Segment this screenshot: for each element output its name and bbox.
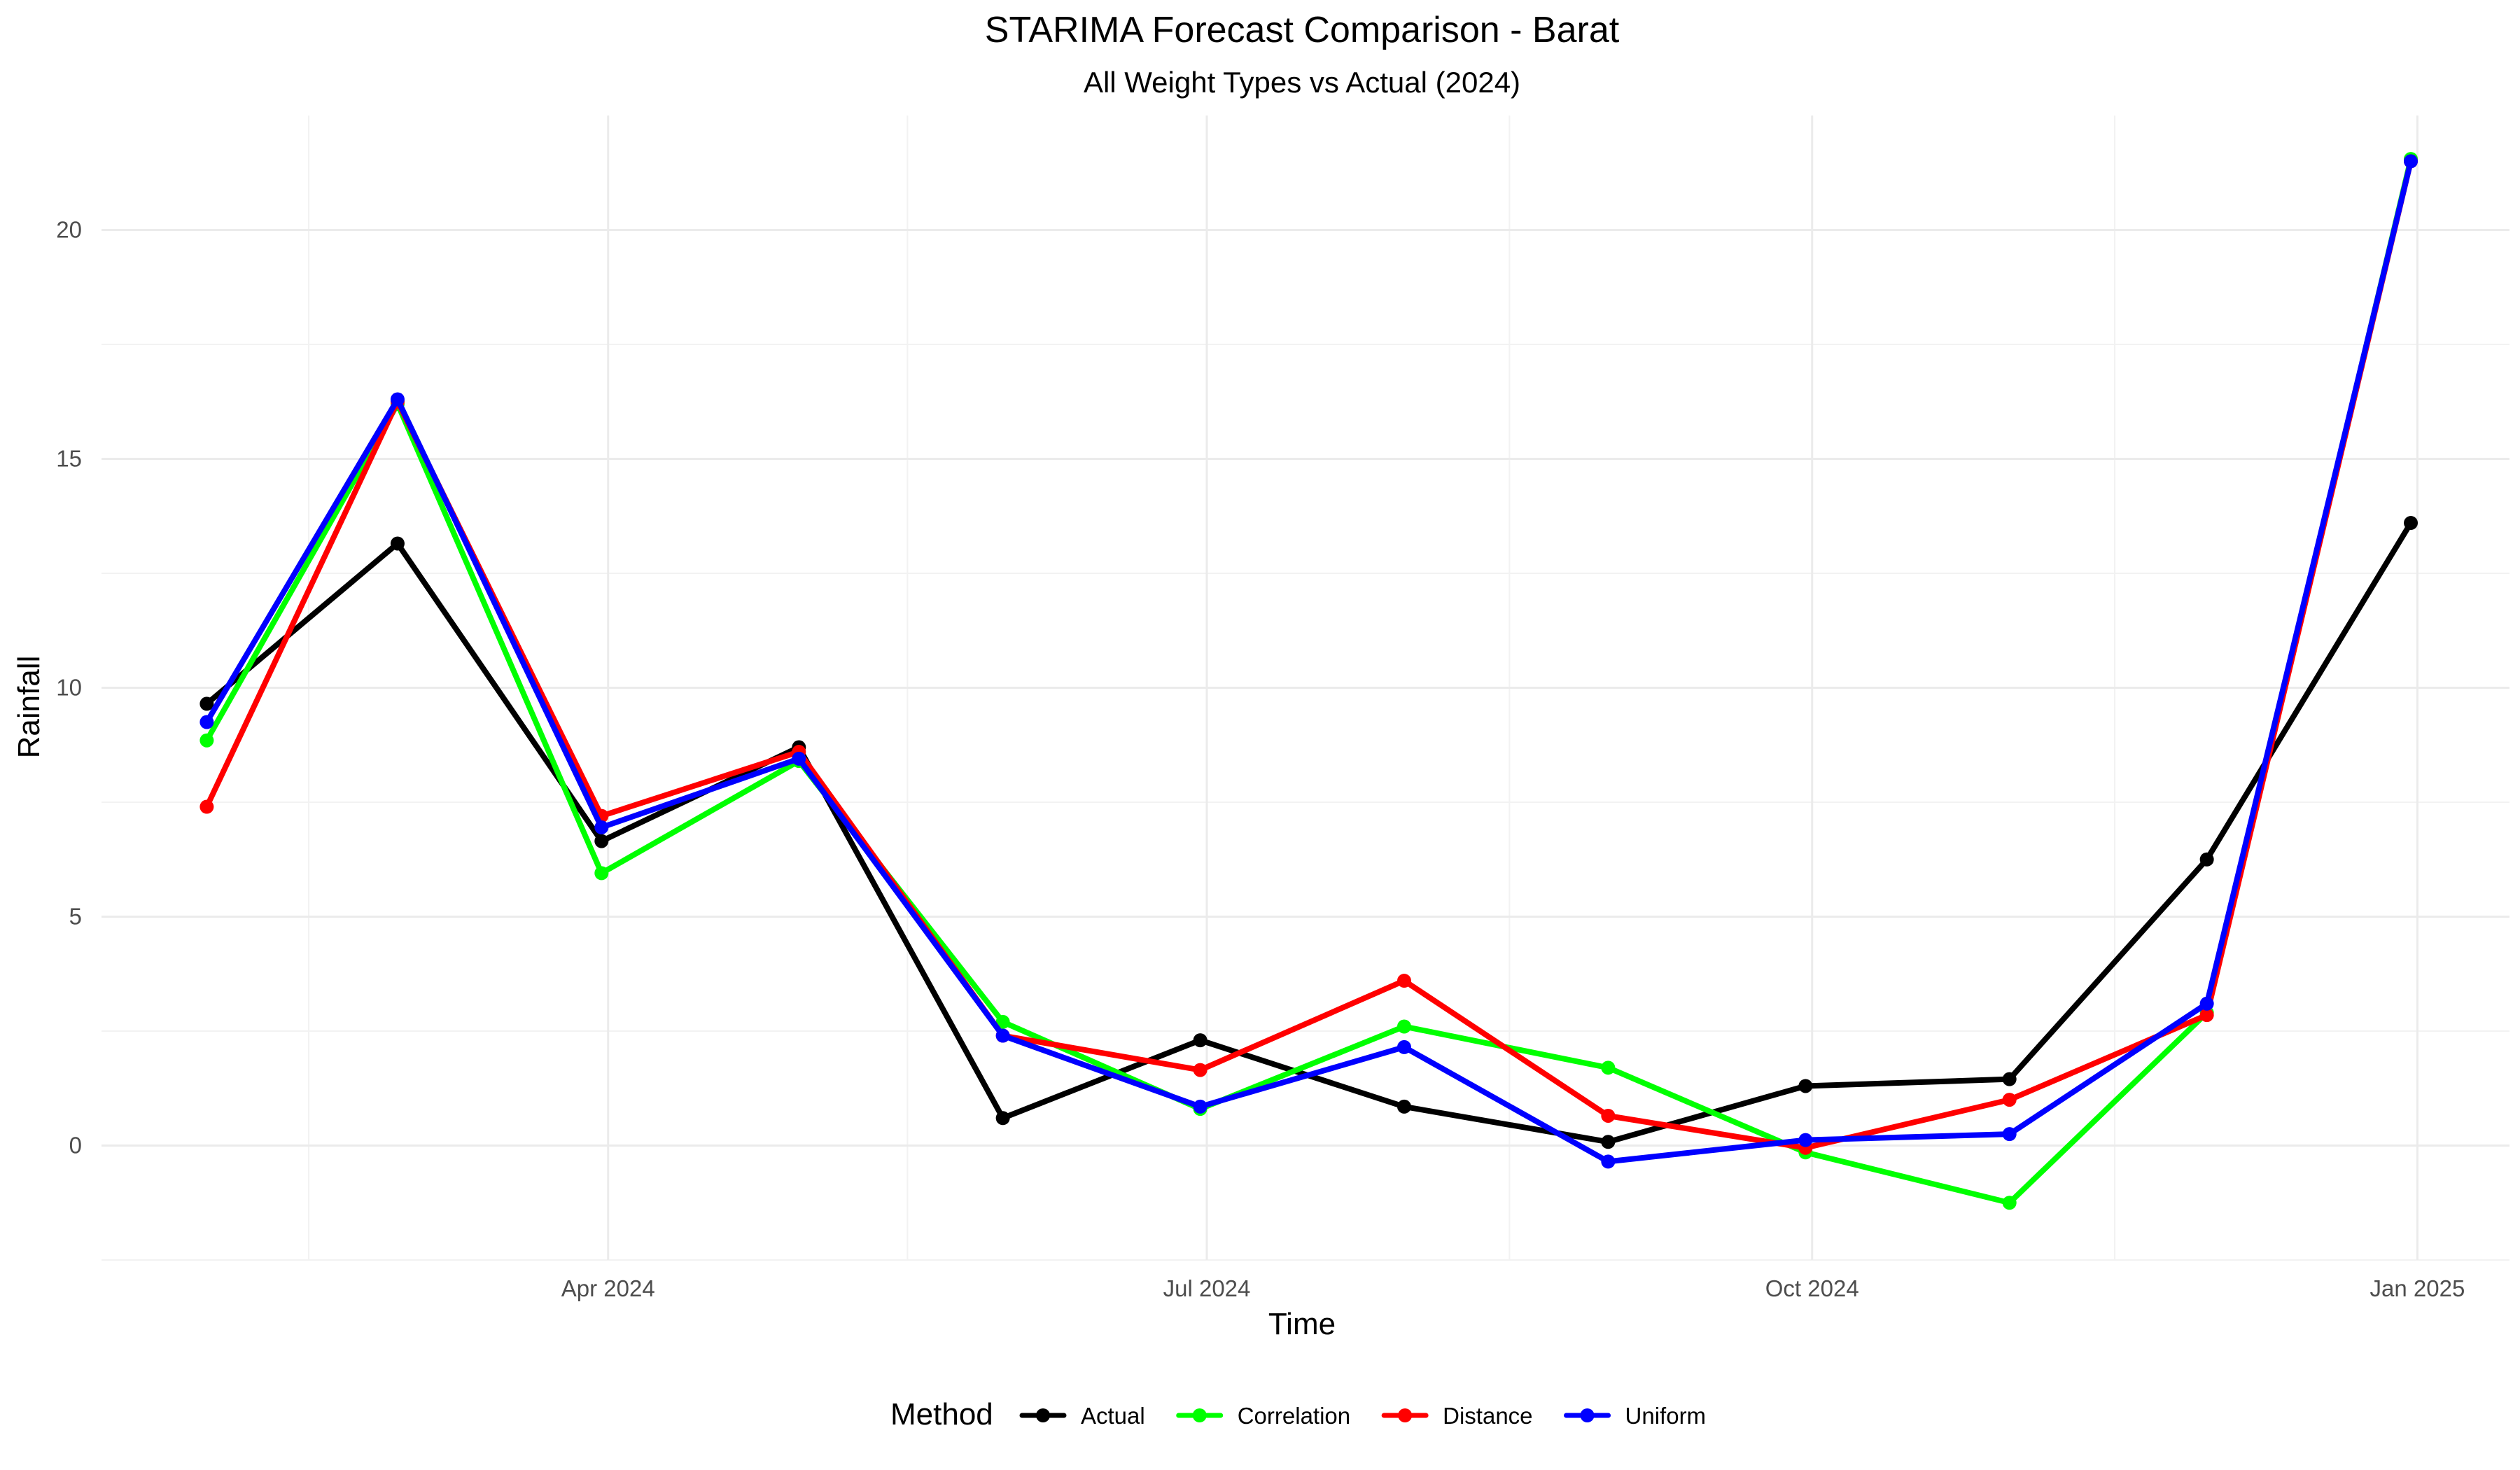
data-point-distance bbox=[200, 799, 214, 814]
data-point-uniform bbox=[792, 751, 806, 766]
series-line-correlation bbox=[204, 156, 2414, 1206]
legend-title: Method bbox=[890, 1397, 993, 1432]
data-point-actual bbox=[1396, 1099, 1411, 1114]
legend-item-actual: Actual bbox=[1019, 1403, 1145, 1429]
y-tick-label: 20 bbox=[56, 217, 82, 243]
y-tick-label: 0 bbox=[69, 1133, 82, 1158]
y-tick-label: 5 bbox=[69, 904, 82, 930]
x-axis-title: Time bbox=[1268, 1307, 1336, 1341]
y-axis-ticks: 0 5 10 15 20 bbox=[56, 217, 82, 1158]
data-point-actual bbox=[390, 536, 405, 551]
legend-item-distance: Distance bbox=[1381, 1403, 1533, 1429]
data-point-actual bbox=[1601, 1135, 1616, 1149]
data-point-uniform bbox=[2002, 1127, 2017, 1142]
data-point-actual bbox=[2199, 852, 2214, 867]
data-point-correlation bbox=[995, 1014, 1010, 1029]
x-axis-ticks: Apr 2024 Jul 2024 Oct 2024 Jan 2025 bbox=[561, 1275, 2465, 1301]
legend: Method Actual Correlation Distance Uniform bbox=[890, 1397, 1706, 1432]
legend-label: Distance bbox=[1443, 1403, 1532, 1429]
legend-key-point bbox=[1398, 1408, 1413, 1422]
y-tick-label: 10 bbox=[56, 675, 82, 701]
series-uniform bbox=[200, 154, 2418, 1169]
data-point-actual bbox=[995, 1111, 1010, 1126]
data-point-uniform bbox=[594, 820, 609, 834]
data-point-distance bbox=[1193, 1063, 1208, 1077]
legend-item-correlation: Correlation bbox=[1176, 1403, 1350, 1429]
legend-key-point bbox=[1192, 1408, 1207, 1422]
grid bbox=[102, 115, 2510, 1261]
data-point-uniform bbox=[390, 392, 405, 407]
data-point-correlation bbox=[1601, 1060, 1616, 1075]
data-point-uniform bbox=[1601, 1154, 1616, 1169]
data-point-actual bbox=[2404, 516, 2418, 531]
y-axis-title: Rainfall bbox=[12, 656, 46, 759]
data-point-uniform bbox=[2404, 154, 2418, 169]
data-point-distance bbox=[1396, 974, 1411, 988]
x-tick-label: Oct 2024 bbox=[1765, 1275, 1859, 1301]
data-point-distance bbox=[2002, 1093, 2017, 1107]
data-point-actual bbox=[2002, 1072, 2017, 1086]
series-lines bbox=[200, 152, 2418, 1210]
series-actual bbox=[200, 516, 2418, 1149]
data-point-actual bbox=[200, 696, 214, 711]
data-point-actual bbox=[1193, 1033, 1208, 1048]
x-tick-label: Jan 2025 bbox=[2370, 1275, 2465, 1301]
data-point-uniform bbox=[1798, 1133, 1813, 1147]
legend-label: Uniform bbox=[1625, 1403, 1707, 1429]
x-tick-label: Apr 2024 bbox=[561, 1275, 655, 1301]
chart-subtitle: All Weight Types vs Actual (2024) bbox=[1084, 66, 1520, 99]
data-point-actual bbox=[1798, 1079, 1813, 1093]
legend-key-point bbox=[1580, 1408, 1595, 1422]
data-point-correlation bbox=[594, 866, 609, 881]
data-point-correlation bbox=[1396, 1019, 1411, 1034]
legend-key-point bbox=[1036, 1408, 1050, 1422]
data-point-uniform bbox=[1396, 1040, 1411, 1054]
data-point-uniform bbox=[1193, 1099, 1208, 1114]
chart-title: STARIMA Forecast Comparison - Barat bbox=[985, 10, 1620, 50]
legend-label: Correlation bbox=[1238, 1403, 1350, 1429]
data-point-uniform bbox=[200, 715, 214, 729]
data-point-uniform bbox=[995, 1028, 1010, 1043]
data-point-distance bbox=[2199, 1008, 2214, 1023]
data-point-correlation bbox=[200, 733, 214, 748]
legend-item-uniform: Uniform bbox=[1564, 1403, 1707, 1429]
series-line-distance bbox=[204, 158, 2414, 1151]
data-point-distance bbox=[1601, 1108, 1616, 1123]
series-distance bbox=[200, 154, 2418, 1155]
y-tick-label: 15 bbox=[56, 446, 82, 472]
data-point-correlation bbox=[2002, 1196, 2017, 1210]
series-line-actual bbox=[204, 520, 2414, 1145]
series-line-uniform bbox=[204, 158, 2414, 1165]
legend-label: Actual bbox=[1081, 1403, 1145, 1429]
x-tick-label: Jul 2024 bbox=[1163, 1275, 1251, 1301]
data-point-actual bbox=[594, 834, 609, 848]
data-point-uniform bbox=[2199, 996, 2214, 1011]
